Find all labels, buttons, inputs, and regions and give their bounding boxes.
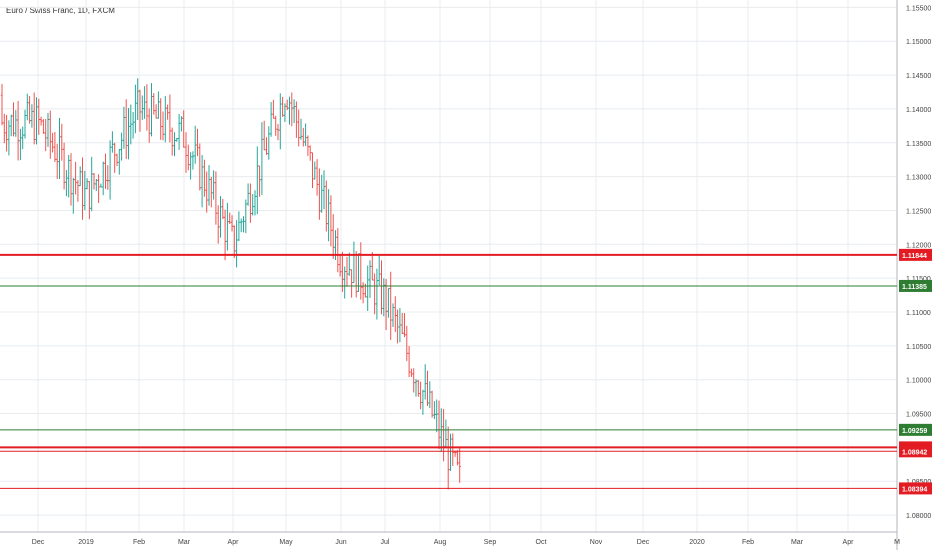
level-price-tag bbox=[899, 445, 932, 458]
x-tick-label: 2020 bbox=[689, 539, 705, 546]
x-tick-label: Nov bbox=[590, 539, 603, 546]
x-tick-label: Feb bbox=[133, 539, 145, 546]
x-tick-label: Dec bbox=[32, 539, 45, 546]
x-tick-label: Mar bbox=[791, 539, 804, 546]
x-tick-label: Jun bbox=[335, 539, 346, 546]
x-tick-label: Jul bbox=[381, 539, 390, 546]
x-tick-label: M bbox=[894, 539, 900, 546]
y-tick-label: 1.15000 bbox=[906, 39, 931, 46]
y-tick-label: 1.10000 bbox=[906, 378, 931, 385]
y-tick-label: 1.11500 bbox=[906, 276, 931, 283]
y-tick-label: 1.14500 bbox=[906, 73, 931, 80]
x-tick-label: May bbox=[279, 539, 293, 546]
y-tick-label: 1.13500 bbox=[906, 141, 931, 148]
x-tick-label: 2019 bbox=[78, 539, 94, 546]
x-tick-label: Sep bbox=[484, 539, 497, 546]
x-tick-label: Dec bbox=[637, 539, 650, 546]
level-price-label: 1.08942 bbox=[902, 449, 927, 456]
level-price-tag bbox=[899, 248, 932, 261]
level-price-tag bbox=[899, 423, 932, 436]
x-tick-label: Feb bbox=[742, 539, 754, 546]
x-tick-label: Apr bbox=[843, 539, 855, 546]
level-price-tag bbox=[899, 279, 932, 292]
level-price-label: 1.11385 bbox=[902, 284, 927, 291]
y-tick-label: 1.12500 bbox=[906, 208, 931, 215]
y-tick-label: 1.15500 bbox=[906, 5, 931, 12]
x-tick-label: Mar bbox=[178, 539, 191, 546]
level-price-label: 1.11844 bbox=[902, 253, 927, 260]
chart-title: Euro / Swiss Franc, 1D, FXCM bbox=[6, 6, 115, 15]
y-tick-label: 1.13000 bbox=[906, 175, 931, 182]
x-tick-label: Oct bbox=[536, 539, 547, 546]
y-tick-label: 1.10500 bbox=[906, 344, 931, 351]
y-tick-label: 1.09500 bbox=[906, 412, 931, 419]
level-price-tag bbox=[899, 482, 932, 495]
y-tick-label: 1.14000 bbox=[906, 107, 931, 114]
y-tick-label: 1.12000 bbox=[906, 242, 931, 249]
x-tick-label: Aug bbox=[434, 539, 447, 546]
level-price-label: 1.09259 bbox=[902, 428, 927, 435]
y-tick-label: 1.08000 bbox=[906, 513, 931, 520]
x-tick-label: Apr bbox=[228, 539, 240, 546]
level-price-label: 1.08394 bbox=[902, 486, 927, 493]
y-tick-label: 1.11000 bbox=[906, 310, 931, 317]
